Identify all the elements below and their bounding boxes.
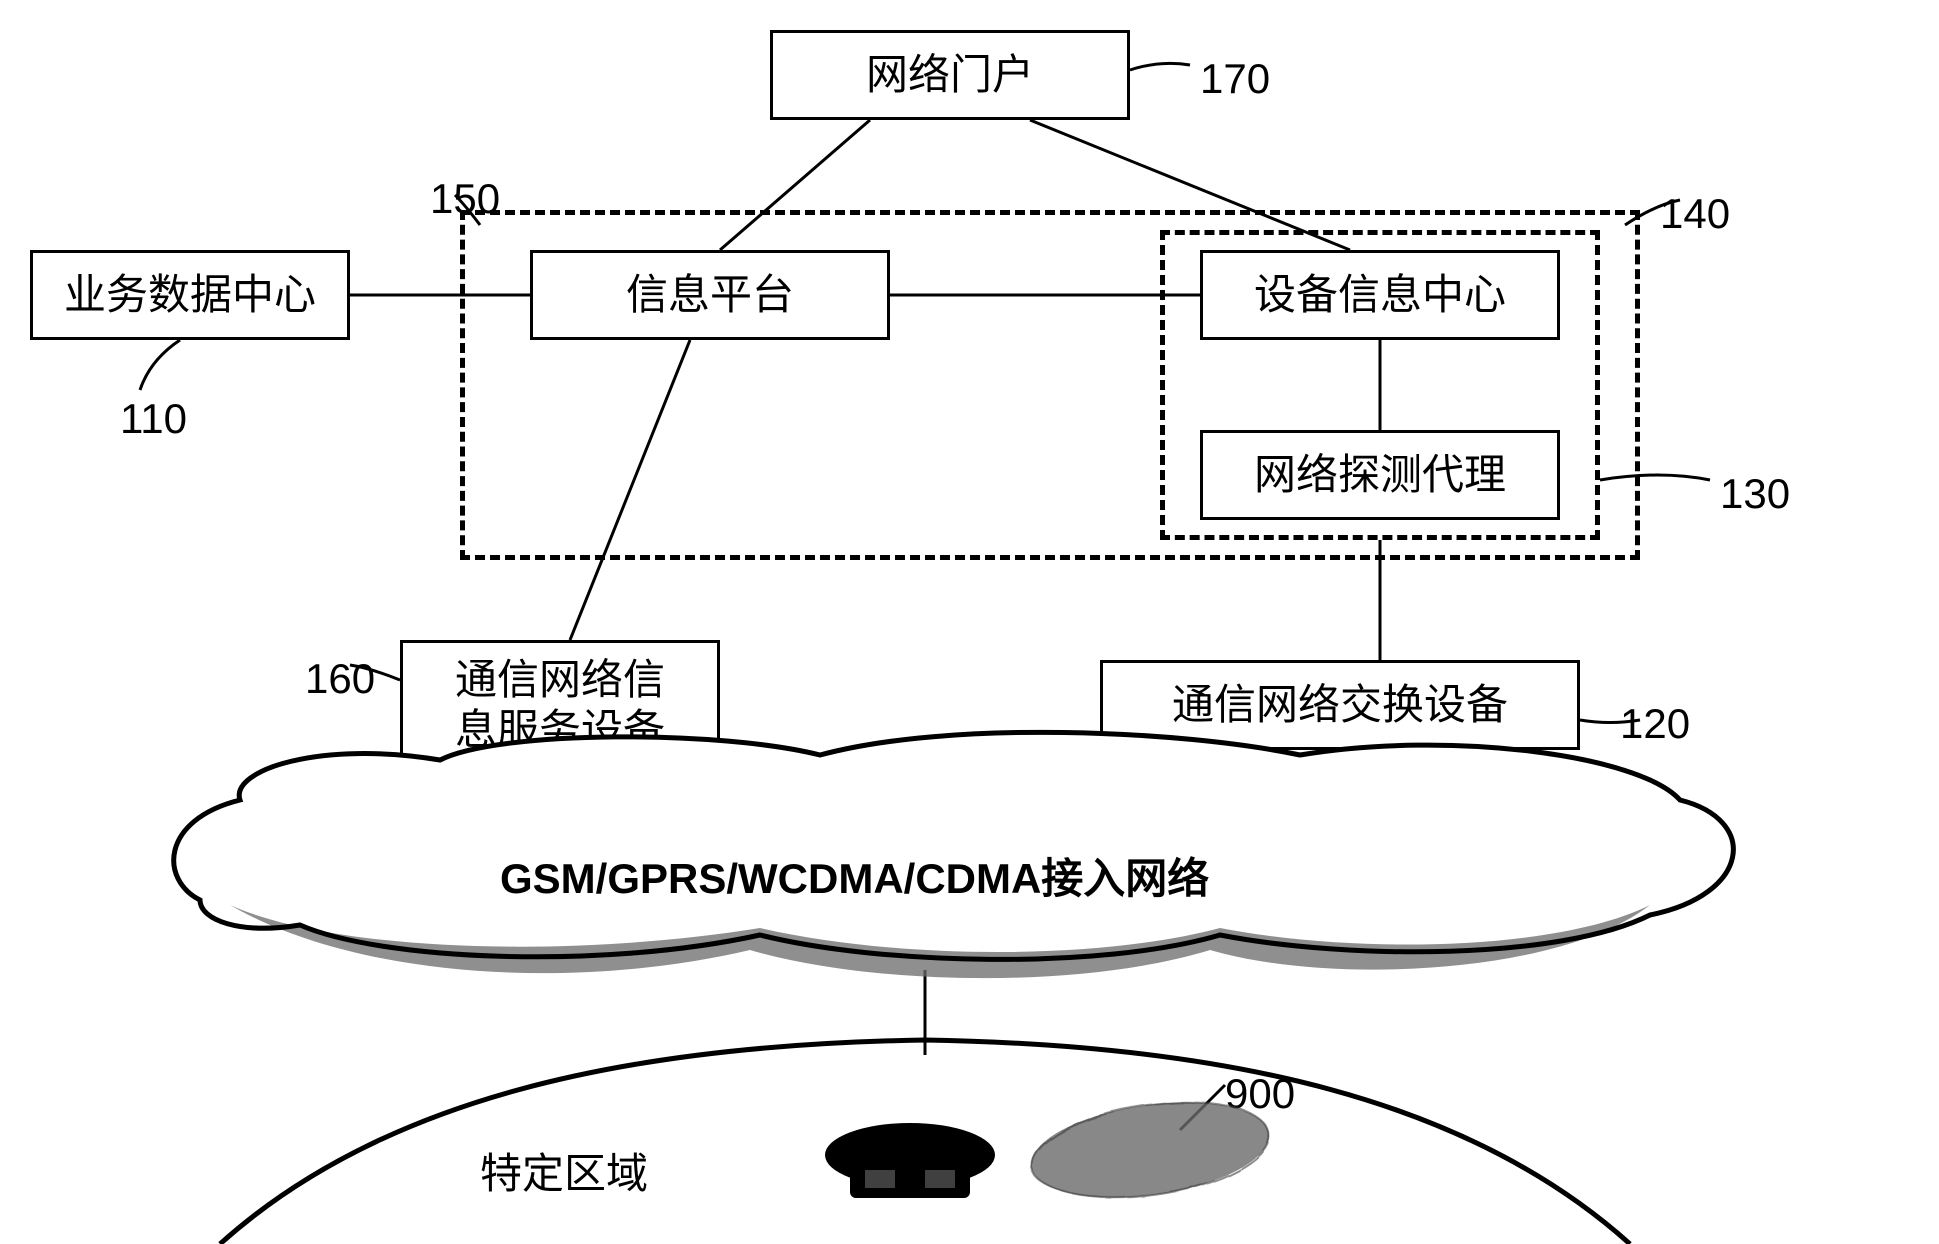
business-data-center-label: 业务数据中心 <box>64 270 316 320</box>
label-140-text: 140 <box>1660 190 1730 237</box>
network-probe-agent-label: 网络探测代理 <box>1254 450 1506 500</box>
label-150-text: 150 <box>430 175 500 222</box>
business-data-center-box: 业务数据中心 <box>30 250 350 340</box>
comm-switch-device-box: 通信网络交换设备 <box>1100 660 1580 750</box>
label-130-text: 130 <box>1720 470 1790 517</box>
info-platform-box: 信息平台 <box>530 250 890 340</box>
info-platform-label: 信息平台 <box>626 270 794 320</box>
label-900-text: 900 <box>1225 1070 1295 1117</box>
access-network-cloud <box>0 0 1939 1244</box>
label-150: 150 <box>430 175 500 223</box>
device-info-center-label: 设备信息中心 <box>1254 270 1506 320</box>
label-120-text: 120 <box>1620 700 1690 747</box>
access-network-text: GSM/GPRS/WCDMA/CDMA接入网络 <box>500 855 1209 902</box>
label-170: 170 <box>1200 55 1270 103</box>
label-140: 140 <box>1660 190 1730 238</box>
label-170-text: 170 <box>1200 55 1270 102</box>
comm-info-service-box: 通信网络信 息服务设备 <box>400 640 720 770</box>
label-120: 120 <box>1620 700 1690 748</box>
specific-area-label: 特定区域 <box>480 1140 648 1201</box>
label-110: 110 <box>120 395 187 443</box>
label-160: 160 <box>305 655 375 703</box>
specific-area-text: 特定区域 <box>480 1150 648 1197</box>
web-portal-box: 网络门户 <box>770 30 1130 120</box>
label-160-text: 160 <box>305 655 375 702</box>
label-130: 130 <box>1720 470 1790 518</box>
network-probe-agent-box: 网络探测代理 <box>1200 430 1560 520</box>
connector-lines <box>0 0 1939 1244</box>
web-portal-label: 网络门户 <box>866 50 1034 100</box>
comm-switch-device-label: 通信网络交换设备 <box>1172 680 1508 730</box>
label-900: 900 <box>1225 1070 1295 1118</box>
comm-info-service-label: 通信网络信 息服务设备 <box>455 655 665 756</box>
specific-area-dome <box>0 0 1939 1244</box>
access-network-label: GSM/GPRS/WCDMA/CDMA接入网络 <box>500 845 1209 906</box>
label-110-text: 110 <box>120 395 187 442</box>
leader-lines <box>0 0 1939 1244</box>
device-info-center-box: 设备信息中心 <box>1200 250 1560 340</box>
